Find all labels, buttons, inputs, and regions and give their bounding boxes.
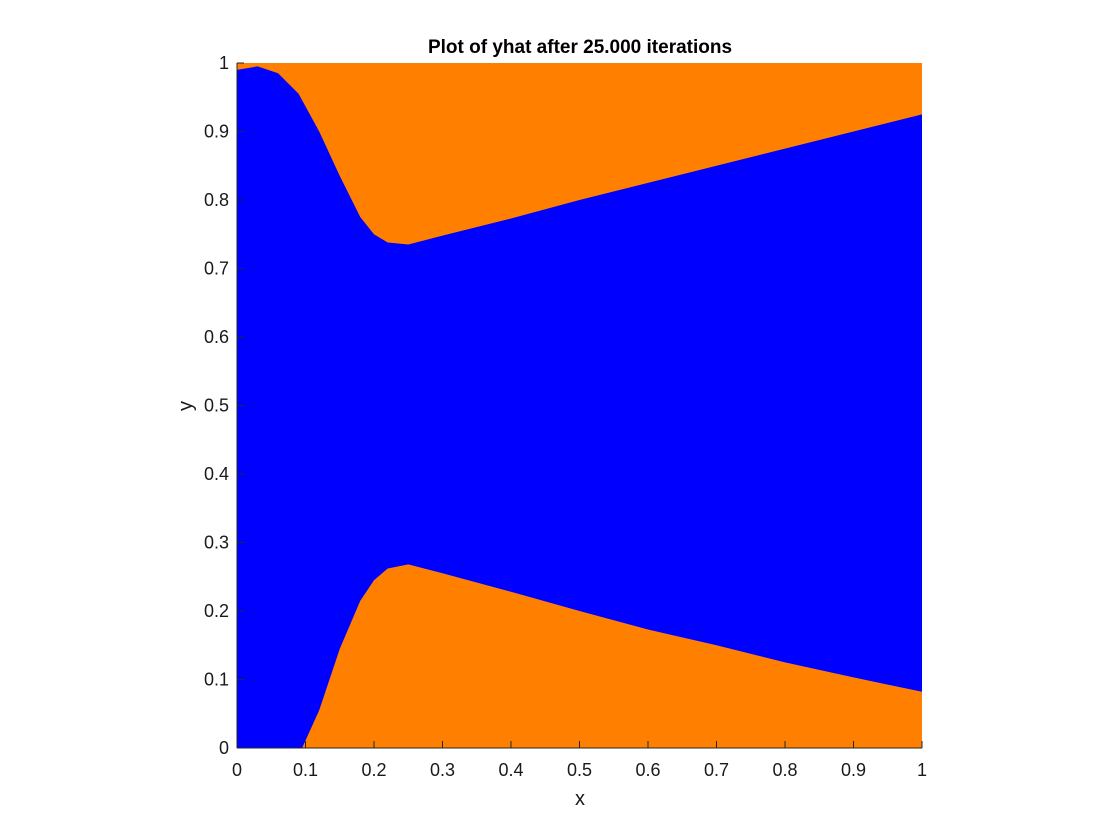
y-tick-label: 0.9 [204,122,229,142]
x-tick-label: 0 [232,760,242,780]
x-tick-label: 0.2 [361,760,386,780]
x-tick-label: 1 [917,760,927,780]
y-tick-label: 1 [219,53,229,73]
x-tick-label: 0.4 [498,760,523,780]
region-lower [302,564,923,748]
y-tick-label: 0 [219,738,229,758]
axes: 0 0.1 0.2 0.3 0.4 0.5 0.6 0.7 0.8 0.9 1 0 0.1 0.2 0.3 0… [204,53,927,780]
y-tick-label: 0.4 [204,464,229,484]
chart-title: Plot of yhat after 25.000 iterations [428,37,732,58]
y-axis-title: y [175,401,197,411]
x-axis-title: x [575,788,585,810]
plot-area [237,63,923,748]
y-tick-label: 0.5 [204,396,229,416]
x-tick-label: 0.3 [430,760,455,780]
x-tick-label: 0.6 [635,760,660,780]
region-upper [237,63,922,245]
y-tick-label: 0.3 [204,533,229,553]
x-tick-label: 0.9 [841,760,866,780]
y-tick-label: 0.8 [204,190,229,210]
y-tick-label: 0.2 [204,601,229,621]
x-tick-label: 0.5 [567,760,592,780]
x-tick-label: 0.1 [293,760,318,780]
y-tick-label: 0.7 [204,259,229,279]
x-tick-label: 0.8 [772,760,797,780]
y-tick-label: 0.1 [204,670,229,690]
x-tick-label: 0.7 [704,760,729,780]
y-tick-label: 0.6 [204,327,229,347]
